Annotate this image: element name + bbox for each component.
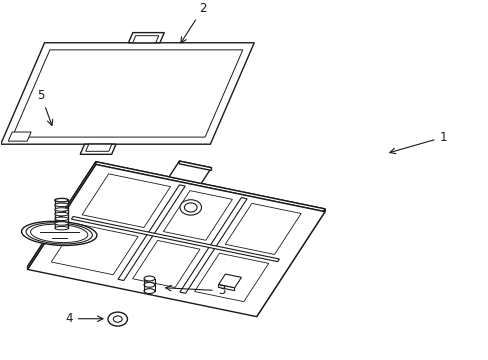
Polygon shape: [71, 216, 279, 262]
Polygon shape: [218, 284, 234, 291]
Polygon shape: [132, 36, 159, 43]
Polygon shape: [27, 162, 96, 269]
Polygon shape: [27, 162, 325, 314]
Polygon shape: [225, 203, 301, 255]
Text: 4: 4: [65, 312, 103, 325]
Polygon shape: [218, 274, 241, 288]
Polygon shape: [256, 209, 325, 317]
Circle shape: [113, 316, 122, 322]
Ellipse shape: [55, 217, 68, 221]
Ellipse shape: [55, 198, 68, 202]
Polygon shape: [128, 33, 164, 43]
Circle shape: [108, 312, 127, 326]
Polygon shape: [194, 253, 268, 302]
Circle shape: [184, 203, 197, 212]
Ellipse shape: [55, 226, 68, 230]
Polygon shape: [163, 191, 232, 240]
Polygon shape: [118, 185, 185, 280]
Polygon shape: [18, 53, 237, 134]
Polygon shape: [96, 162, 325, 212]
Ellipse shape: [55, 222, 68, 225]
Polygon shape: [0, 43, 254, 144]
Polygon shape: [82, 174, 170, 228]
Polygon shape: [85, 144, 112, 151]
Polygon shape: [12, 50, 243, 137]
Polygon shape: [27, 165, 325, 317]
Polygon shape: [180, 198, 246, 293]
Ellipse shape: [55, 208, 68, 211]
Ellipse shape: [55, 212, 68, 216]
Text: 1: 1: [389, 131, 446, 154]
Ellipse shape: [144, 289, 155, 293]
Polygon shape: [80, 144, 116, 154]
Polygon shape: [51, 224, 138, 275]
Ellipse shape: [21, 221, 97, 246]
Ellipse shape: [55, 203, 68, 207]
Polygon shape: [42, 169, 309, 306]
Polygon shape: [132, 240, 200, 288]
Ellipse shape: [31, 224, 88, 243]
Ellipse shape: [144, 282, 155, 287]
Polygon shape: [179, 161, 211, 171]
Polygon shape: [8, 132, 31, 141]
Ellipse shape: [26, 223, 92, 244]
Text: 2: 2: [181, 2, 206, 43]
Text: 3: 3: [165, 284, 224, 297]
Text: 5: 5: [38, 89, 53, 125]
Ellipse shape: [144, 276, 155, 281]
Circle shape: [180, 200, 201, 215]
Polygon shape: [169, 161, 211, 183]
